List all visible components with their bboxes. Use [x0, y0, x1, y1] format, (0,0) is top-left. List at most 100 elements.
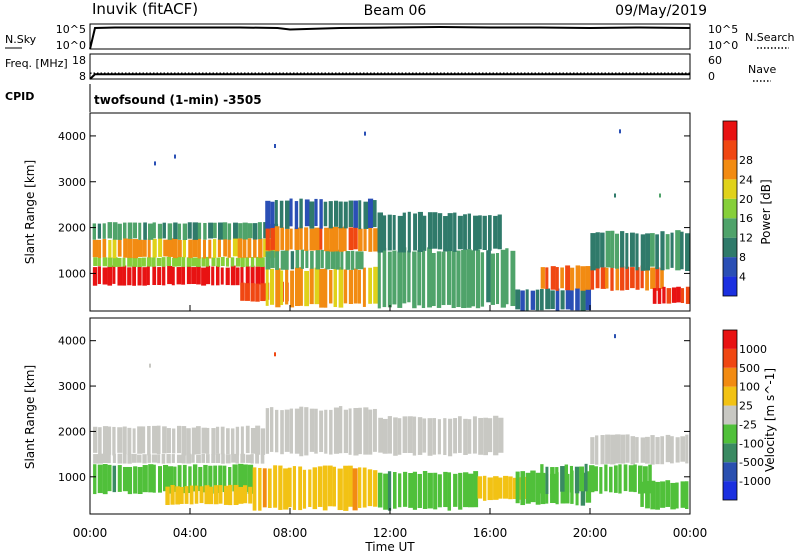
power-band-11-cell	[565, 290, 571, 310]
power-band-3-cell	[208, 222, 214, 239]
power-cbar-tick-1: 8	[739, 251, 746, 264]
power-band-1-cell	[127, 256, 132, 267]
velocity-band-0-cell	[137, 426, 143, 454]
velocity-band-11-cell	[595, 435, 599, 465]
power-band-0-cell	[201, 267, 207, 286]
power-band-1-cell	[132, 257, 138, 267]
velocity-band-5-cell	[372, 408, 377, 452]
x-tick-label-2: 08:00	[273, 526, 308, 540]
velocity-band-7-cell	[467, 419, 472, 454]
power-band-3-cell	[242, 222, 248, 240]
power-band-5-cell	[333, 268, 338, 308]
velocity-band-10-cell	[540, 464, 544, 494]
power-cbar-segment-7	[723, 140, 737, 160]
power-band-2-cell	[172, 238, 178, 259]
velocity-band-0-cell	[186, 428, 191, 455]
power-band-0-cell	[245, 266, 250, 286]
power-band-3-cell	[238, 223, 243, 239]
power-band-12-cell	[595, 265, 600, 289]
velocity-band-1-cell	[191, 454, 195, 463]
nsky-right-tick-bottom: 10^0	[708, 39, 738, 52]
velocity-band-2-cell	[142, 465, 148, 493]
velocity-band-4-cell	[373, 470, 378, 507]
power-band-0-cell	[117, 266, 123, 286]
velocity-band-12-cell	[660, 481, 666, 508]
velocity-band-7-cell	[393, 417, 398, 456]
power-band-1-cell	[191, 257, 197, 267]
velocity-band-1-cell	[240, 453, 246, 463]
power-band-7-cell	[304, 227, 309, 251]
velocity-band-6-cell	[398, 473, 402, 508]
velocity-band-8-cell	[482, 475, 487, 501]
power-cbar-segment-0	[723, 276, 737, 296]
velocity-band-1-cell	[93, 454, 99, 464]
velocity-band-2-cell	[242, 464, 248, 492]
power-band-6-cell	[350, 250, 355, 270]
power-band-13-cell	[625, 233, 629, 269]
power-band-12-cell	[655, 267, 660, 291]
nsky-left-tick-top: 10^5	[56, 23, 86, 36]
cpid-value: twofsound (1-min) -3505	[94, 93, 262, 107]
power-band-1-cell	[141, 257, 146, 267]
power-band-12-cell	[645, 267, 649, 291]
power-band-6-cell	[355, 251, 361, 270]
velocity-band-4-cell	[343, 465, 349, 511]
velocity-ytick-label-3: 4000	[58, 335, 86, 348]
power-band-10-cell	[482, 215, 487, 251]
velocity-band-7-cell	[382, 418, 388, 454]
power-band-1-cell	[102, 257, 108, 267]
velocity-band-7-cell	[407, 416, 413, 453]
freq-left-label: Freq. [MHz]	[5, 57, 68, 70]
velocity-band-0-cell	[166, 428, 171, 454]
power-band-1-cell	[201, 257, 206, 267]
velocity-band-10-cell	[642, 466, 648, 494]
power-band-8-cell	[289, 198, 293, 227]
velocity-band-3-cell	[175, 486, 181, 505]
power-band-12-cell	[630, 267, 635, 289]
power-band-2-cell	[142, 239, 147, 257]
power-band-3-cell	[252, 223, 258, 240]
power-band-9-cell	[441, 251, 446, 306]
velocity-band-7-cell	[437, 419, 441, 455]
power-band-12-cell	[610, 265, 614, 291]
velocity-cbar-tick-4: -25	[739, 418, 757, 431]
velocity-band-0-cell	[255, 425, 261, 455]
power-cbar-segment-5	[723, 179, 737, 199]
power-band-2-cell	[202, 239, 207, 259]
power-band-6-cell	[270, 250, 275, 268]
velocity-band-5-cell	[269, 407, 274, 452]
velocity-band-12-cell	[680, 481, 686, 508]
velocity-band-4-cell	[322, 465, 328, 511]
power-band-3-cell	[112, 222, 118, 240]
velocity-band-2-cell	[222, 465, 227, 493]
velocity-band-1-cell	[137, 454, 142, 463]
power-band-9-cell	[500, 249, 506, 308]
velocity-band-6-cell	[417, 473, 422, 508]
velocity-band-1-cell	[235, 454, 239, 464]
power-colorbar: 4 8 12 16 20 24 28	[722, 120, 753, 297]
power-band-1-cell	[216, 257, 221, 267]
power-band-7-cell	[373, 228, 378, 252]
velocity-band-0-cell	[156, 425, 161, 455]
power-band-0-cell	[186, 266, 191, 285]
freq-panel: Freq. [MHz] 18 8 60 0 Nave	[5, 53, 776, 83]
velocity-band-1-cell	[196, 454, 201, 464]
power-dot-2	[274, 144, 276, 148]
velocity-band-3-cell	[218, 485, 223, 504]
power-dot-1	[174, 154, 176, 159]
power-band-9-cell	[397, 251, 403, 308]
velocity-band-0-cell	[220, 426, 225, 455]
power-band-6-cell	[300, 249, 304, 269]
power-band-0-cell	[152, 266, 157, 286]
velocity-cbar-tick-6: -500	[739, 456, 764, 469]
power-band-0-cell	[191, 267, 197, 285]
power-band-13-cell	[645, 233, 650, 271]
nave-right-label: Nave	[748, 63, 776, 76]
velocity-band-1-cell	[205, 454, 210, 464]
power-band-9-cell	[461, 249, 467, 309]
power-band-12-cell	[625, 266, 630, 290]
velocity-cbar-segment-6	[723, 367, 737, 387]
power-band-8-cell	[328, 201, 333, 229]
velocity-band-3-cell	[223, 485, 230, 505]
velocity-band-11-cell	[635, 437, 639, 463]
